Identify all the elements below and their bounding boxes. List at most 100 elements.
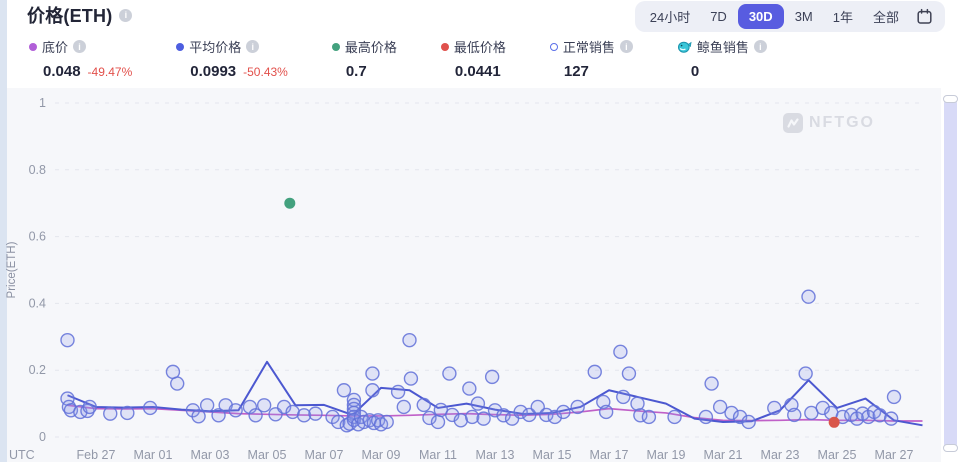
stat-value: 0.0441 — [454, 63, 501, 80]
y-tick-label: 0.6 — [29, 230, 46, 244]
x-tick-label: Mar 27 — [875, 448, 914, 462]
x-tick-label: Mar 07 — [305, 448, 344, 462]
stat-lowest: 最低价格 0.0441 — [440, 37, 506, 80]
time-range-7d[interactable]: 7D — [701, 4, 736, 29]
sale-point — [613, 344, 628, 360]
sale-point — [487, 403, 503, 418]
sale-point — [228, 403, 243, 418]
x-tick-label: Feb 27 — [77, 448, 116, 462]
sale-point — [390, 384, 406, 400]
sale-point — [704, 376, 719, 391]
calendar-button[interactable] — [910, 5, 939, 28]
sale-point — [883, 411, 899, 426]
stat-floor: 底价 i 0.048 -49.47% — [29, 37, 132, 80]
normal_sales-info-icon[interactable]: i — [619, 40, 633, 53]
sale-point — [476, 411, 491, 426]
x-tick-label: Mar 09 — [362, 448, 401, 462]
average-info-icon[interactable]: i — [246, 40, 260, 53]
sale-point — [724, 405, 739, 421]
y-tick-label: 0.4 — [29, 296, 46, 310]
stat-label: 最低价格 — [453, 40, 506, 55]
stat-change: -49.47% — [87, 65, 133, 79]
chart-header: 价格(ETH) i — [27, 2, 133, 28]
stat-label: 正常销售 — [562, 40, 615, 55]
stat-value: 127 — [563, 63, 589, 80]
nftgo-watermark: NFTGO — [783, 113, 875, 133]
sale-point — [633, 408, 648, 423]
sale-point — [256, 398, 272, 413]
sale-point — [570, 399, 585, 415]
normal_sales-ring-icon — [549, 42, 558, 51]
stat-value: 0.048 — [43, 63, 81, 80]
stat-average: 平均价格 i 0.0993 -50.43% — [176, 37, 288, 80]
sale-point — [120, 405, 135, 421]
floor-info-icon[interactable]: i — [73, 40, 87, 53]
sale-point — [396, 399, 411, 415]
title-info-icon[interactable]: i — [119, 8, 133, 22]
stat-label: 底价 — [42, 40, 69, 55]
sale-point — [442, 366, 457, 381]
nftgo-logo-icon — [783, 113, 803, 133]
sale-point — [103, 406, 118, 421]
x-tick-label: Mar 13 — [476, 448, 515, 462]
sale-point — [484, 369, 500, 385]
y-axis-title: Price(ETH) — [6, 241, 18, 298]
sale-point — [403, 371, 419, 386]
average-dot-icon — [176, 42, 185, 51]
sale-point — [336, 383, 352, 398]
sale-point — [815, 400, 830, 416]
time-range-30d[interactable]: 30D — [737, 4, 784, 29]
sale-point — [556, 404, 571, 420]
sale-point — [422, 410, 437, 426]
x-tick-label: Mar 01 — [134, 448, 173, 462]
sale-point — [616, 389, 631, 405]
x-tick-label: Mar 15 — [533, 448, 572, 462]
stat-value: 0 — [690, 63, 700, 80]
stat-label: 鲸鱼销售 — [696, 40, 749, 55]
sale-point — [430, 414, 446, 430]
stat-whale_sales: 鲸鱼销售 i 0 — [677, 37, 767, 80]
zoom-slider-handle-top[interactable] — [943, 95, 958, 103]
sale-point — [835, 409, 850, 425]
sale-point — [470, 396, 486, 411]
sale-point — [296, 408, 312, 423]
sale-point — [170, 376, 185, 391]
sale-point — [667, 409, 682, 425]
time-range-group: 24小时 7D 30D 3M 1年 全部 — [634, 1, 945, 32]
sale-point — [496, 408, 511, 423]
x-tick-label: Mar 25 — [818, 448, 857, 462]
stat-value: 0.7 — [345, 63, 367, 80]
sale-point — [365, 366, 380, 381]
sale-point — [416, 397, 431, 413]
time-range-1年[interactable]: 1年 — [824, 2, 862, 31]
sale-point — [698, 409, 714, 425]
sale-point — [248, 408, 263, 423]
sale-point — [142, 400, 158, 416]
sale-point — [630, 396, 645, 411]
sale-point — [547, 409, 563, 425]
time-range-3m[interactable]: 3M — [786, 4, 822, 29]
page-title: 价格(ETH) — [27, 6, 113, 26]
time-range-全部[interactable]: 全部 — [864, 2, 908, 31]
sale-point — [211, 408, 226, 423]
utc-label: UTC — [9, 448, 35, 462]
stat-change: -50.43% — [243, 65, 288, 79]
whale_sales-info-icon[interactable]: i — [753, 40, 767, 53]
x-tick-label: Mar 03 — [191, 448, 230, 462]
time-range-24小时[interactable]: 24小时 — [641, 2, 699, 31]
zoom-slider-handle-bottom[interactable] — [943, 444, 958, 452]
sale-point — [191, 409, 206, 424]
x-tick-label: Mar 19 — [647, 448, 686, 462]
sale-point — [402, 332, 417, 348]
chart-zoom-slider[interactable] — [943, 95, 958, 452]
sale-point — [462, 381, 477, 396]
lowest-dot-icon — [440, 42, 449, 51]
x-tick-label: Mar 05 — [248, 448, 287, 462]
stat-label: 最高价格 — [344, 40, 397, 55]
stat-normal_sales: 正常销售 i 127 — [549, 37, 633, 80]
sale-point — [445, 407, 460, 423]
stat-value: 0.0993 — [190, 63, 237, 80]
sale-point — [798, 366, 813, 381]
whale_sales-whale-icon — [677, 40, 692, 53]
